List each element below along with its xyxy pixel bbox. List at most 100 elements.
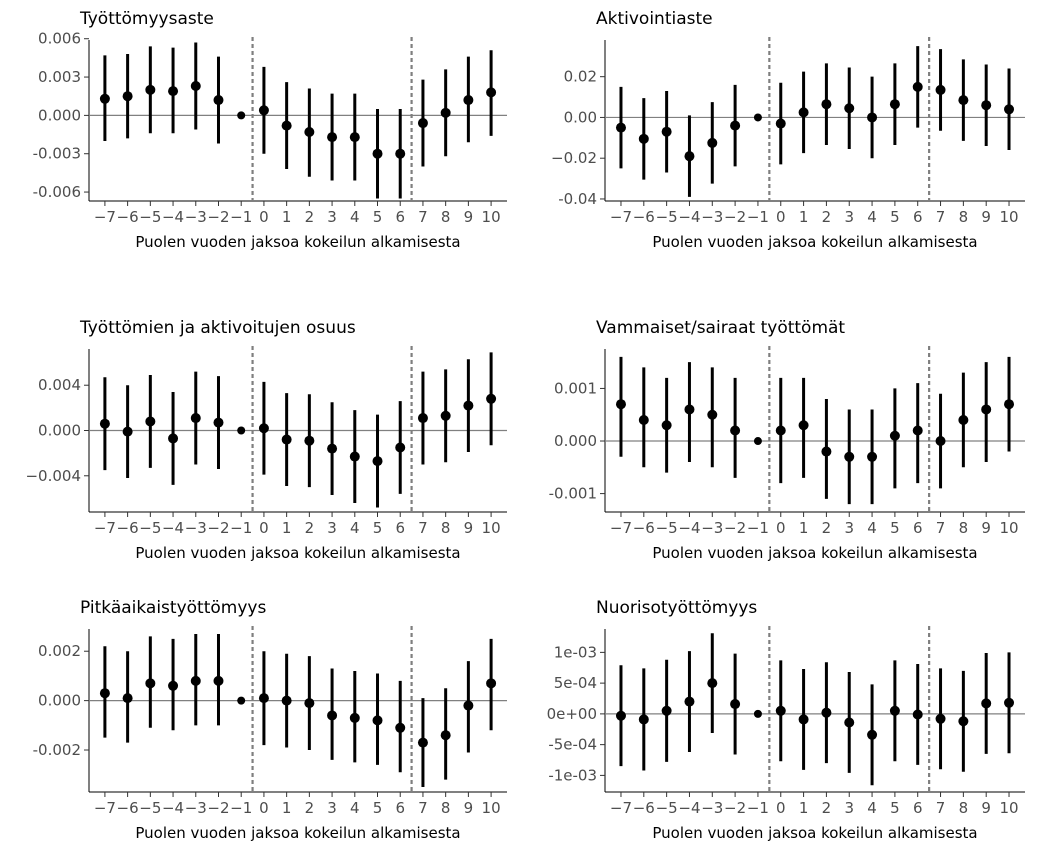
- x-tick-label: 4: [350, 799, 360, 817]
- x-tick-label: 8: [441, 799, 451, 817]
- x-tick-label: −4: [678, 208, 700, 226]
- x-tick-label: −1: [747, 799, 769, 817]
- point-estimate: [730, 699, 741, 710]
- x-tick-label: 7: [418, 799, 428, 817]
- x-axis-title: Puolen vuoden jaksoa kokeilun alkamisest…: [135, 544, 460, 562]
- x-tick-label: 10: [999, 208, 1018, 226]
- point-estimate: [304, 698, 315, 709]
- point-estimate: [168, 680, 179, 691]
- point-estimate: [349, 132, 360, 143]
- point-estimate: [372, 456, 383, 467]
- y-tick-label: 0.000: [38, 692, 81, 710]
- point-estimate: [190, 413, 201, 424]
- x-tick-label: 2: [305, 208, 315, 226]
- y-tick-label: 0.000: [554, 432, 597, 450]
- point-estimate: [395, 442, 406, 453]
- x-tick-label: 5: [373, 519, 383, 537]
- point-estimate: [981, 698, 992, 709]
- x-tick-label: 8: [959, 208, 969, 226]
- point-estimate: [122, 693, 133, 704]
- point-estimate: [775, 425, 786, 436]
- x-tick-label: 7: [936, 519, 946, 537]
- x-tick-label: 4: [350, 208, 360, 226]
- x-axis-title: Puolen vuoden jaksoa kokeilun alkamisest…: [135, 824, 460, 842]
- point-estimate: [395, 148, 406, 159]
- point-estimate: [889, 430, 900, 441]
- x-axis-title: Puolen vuoden jaksoa kokeilun alkamisest…: [135, 233, 460, 251]
- panel-unemployment-rate: Työttömyysaste Puolen vuoden jaksoa kokei…: [33, 9, 507, 251]
- point-estimate: [912, 709, 923, 720]
- point-estimate: [889, 99, 900, 110]
- x-tick-label: 7: [936, 799, 946, 817]
- x-tick-label: −1: [230, 799, 252, 817]
- y-tick-label: 0.003: [38, 68, 81, 86]
- panel-title: Työttömien ja aktivoitujen osuus: [79, 318, 356, 338]
- point-estimate: [661, 420, 672, 431]
- x-tick-label: 3: [844, 799, 854, 817]
- point-estimate: [912, 425, 923, 436]
- x-tick-label: −7: [94, 208, 116, 226]
- point-estimate: [707, 409, 718, 420]
- x-tick-label: −4: [162, 799, 184, 817]
- point-estimate: [684, 696, 695, 707]
- x-tick-label: 3: [844, 519, 854, 537]
- point-estimate: [615, 399, 626, 410]
- x-tick-label: 1: [282, 799, 292, 817]
- point-estimate: [638, 414, 649, 425]
- point-estimate: [935, 84, 946, 95]
- y-tick-label: 5e-04: [554, 674, 597, 692]
- x-tick-label: 5: [373, 799, 383, 817]
- point-estimate: [981, 404, 992, 415]
- x-tick-label: 6: [913, 208, 923, 226]
- x-tick-label: 9: [981, 519, 991, 537]
- y-tick-label: -0.006: [33, 183, 81, 201]
- x-tick-label: −2: [207, 799, 229, 817]
- x-tick-label: −4: [162, 208, 184, 226]
- x-tick-label: 0: [259, 799, 269, 817]
- point-estimate: [1004, 399, 1015, 410]
- x-tick-label: 0: [259, 208, 269, 226]
- x-tick-label: 7: [936, 208, 946, 226]
- x-tick-label: 7: [418, 519, 428, 537]
- point-estimate: [145, 84, 156, 95]
- x-tick-label: 8: [959, 519, 969, 537]
- point-estimate: [661, 705, 672, 716]
- x-tick-label: 8: [441, 519, 451, 537]
- point-estimate: [1004, 104, 1015, 115]
- point-estimate: [753, 437, 762, 446]
- x-tick-label: −5: [139, 799, 161, 817]
- x-tick-label: −3: [701, 519, 723, 537]
- x-tick-label: 1: [799, 519, 809, 537]
- point-estimate: [935, 436, 946, 447]
- x-tick-label: 2: [822, 208, 832, 226]
- x-tick-label: 9: [464, 799, 474, 817]
- y-tick-label: 0.000: [38, 106, 81, 124]
- x-tick-label: 5: [890, 519, 900, 537]
- point-estimate: [867, 729, 878, 740]
- point-estimate: [440, 107, 451, 118]
- x-tick-label: 5: [373, 208, 383, 226]
- x-tick-label: −7: [610, 208, 632, 226]
- point-estimate: [615, 122, 626, 133]
- point-estimate: [844, 451, 855, 462]
- panel-disabled-sick-unemployed: Vammaiset/sairaat työttömät Puolen vuoden…: [549, 318, 1025, 562]
- point-estimate: [463, 700, 474, 711]
- x-tick-label: −6: [633, 519, 655, 537]
- point-estimate: [798, 107, 809, 118]
- point-estimate: [327, 132, 338, 143]
- point-estimate: [213, 417, 224, 428]
- y-tick-label: −0.004: [25, 467, 81, 485]
- x-tick-label: −1: [230, 519, 252, 537]
- x-tick-label: −6: [633, 799, 655, 817]
- point-estimate: [821, 99, 832, 110]
- x-tick-label: 4: [867, 519, 877, 537]
- x-tick-label: −1: [747, 519, 769, 537]
- point-estimate: [190, 81, 201, 91]
- point-estimate: [417, 737, 428, 748]
- x-tick-label: 1: [282, 519, 292, 537]
- y-tick-label: 1e-03: [554, 643, 597, 661]
- point-estimate: [844, 103, 855, 114]
- point-estimate: [304, 127, 315, 137]
- point-estimate: [281, 695, 292, 706]
